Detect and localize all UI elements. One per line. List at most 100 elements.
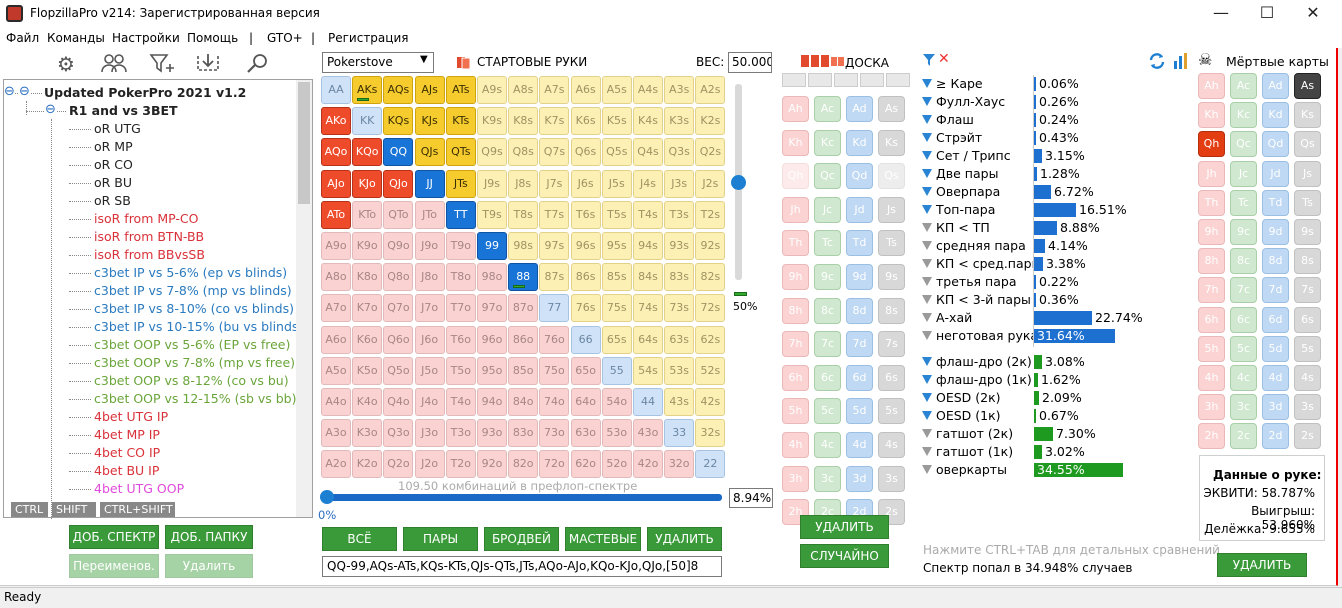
- tab-shift[interactable]: SHIFT: [52, 502, 96, 517]
- hand-cell[interactable]: A2s: [695, 76, 726, 104]
- card-2s[interactable]: 2s: [1294, 423, 1321, 450]
- broadway-button[interactable]: БРОДВЕЙ: [484, 527, 559, 551]
- card-9d[interactable]: 9d: [1262, 219, 1289, 245]
- hand-cell[interactable]: 95s: [601, 232, 632, 260]
- hand-cell[interactable]: Q7o: [383, 294, 414, 323]
- filter-icon[interactable]: [922, 411, 932, 420]
- filter-icon[interactable]: [922, 79, 932, 88]
- hand-cell[interactable]: J4o: [414, 388, 445, 416]
- collapse-icon[interactable]: ⊖: [4, 84, 15, 99]
- tree-item[interactable]: oR SB: [94, 193, 131, 208]
- card-4h[interactable]: 4h: [1198, 365, 1225, 391]
- hand-cell[interactable]: 22: [695, 450, 726, 479]
- hand-cell[interactable]: 86s: [570, 263, 601, 292]
- hand-cell[interactable]: AKs: [352, 76, 383, 104]
- range-percent-slider[interactable]: [322, 494, 722, 501]
- hand-cell[interactable]: 93s: [664, 232, 695, 260]
- card-3s[interactable]: 3s: [878, 465, 905, 492]
- hand-cell[interactable]: K4s: [633, 107, 663, 136]
- stat-label[interactable]: Оверпара: [936, 184, 1001, 199]
- card-Jd[interactable]: Jd: [846, 196, 873, 223]
- hand-cell[interactable]: K3s: [664, 107, 695, 136]
- board-random-button[interactable]: СЛУЧАЙНО: [800, 544, 889, 568]
- card-9h[interactable]: 9h: [782, 264, 809, 290]
- filter-icon[interactable]: [922, 429, 932, 438]
- hand-cell[interactable]: A9o: [321, 232, 351, 260]
- hand-cell[interactable]: Q9s: [477, 138, 507, 167]
- hand-cell[interactable]: 33: [664, 419, 695, 448]
- hand-cell[interactable]: Q4o: [383, 388, 414, 416]
- card-8d[interactable]: 8d: [846, 297, 873, 324]
- hand-cell[interactable]: KQs: [383, 107, 414, 136]
- hand-cell[interactable]: 72o: [539, 450, 570, 479]
- hand-cell[interactable]: Q9o: [383, 232, 414, 260]
- card-Ac[interactable]: Ac: [814, 96, 841, 122]
- hand-cell[interactable]: K5s: [601, 107, 632, 136]
- pairs-button[interactable]: ПАРЫ: [403, 527, 478, 551]
- tree-item[interactable]: oR BU: [94, 175, 133, 190]
- card-Jd[interactable]: Jd: [1262, 160, 1289, 187]
- hand-cell[interactable]: 32o: [664, 450, 695, 479]
- hand-cell[interactable]: 32s: [695, 419, 726, 448]
- hand-cell[interactable]: QTo: [383, 200, 414, 229]
- card-8s[interactable]: 8s: [1294, 248, 1321, 275]
- hand-cell[interactable]: Q6s: [570, 138, 601, 167]
- hand-cell[interactable]: 76s: [570, 294, 601, 323]
- stat-label[interactable]: средняя пара: [936, 238, 1026, 253]
- hand-cell[interactable]: A4s: [633, 76, 663, 104]
- hand-cell[interactable]: T6o: [445, 325, 476, 354]
- hand-cell[interactable]: 53o: [601, 419, 632, 448]
- card-Ts[interactable]: Ts: [1294, 189, 1321, 216]
- hand-cell[interactable]: 65s: [601, 325, 632, 354]
- stat-label[interactable]: Топ-пара: [936, 202, 996, 217]
- range-preset-select[interactable]: Pokerstove: [322, 52, 434, 73]
- stat-label[interactable]: гатшот (2к): [936, 426, 1014, 441]
- hand-cell[interactable]: 94o: [477, 388, 507, 416]
- stat-label[interactable]: КП < ТП: [936, 220, 990, 235]
- filter-icon[interactable]: [922, 313, 932, 322]
- card-3c[interactable]: 3c: [1230, 394, 1257, 421]
- weight-input[interactable]: 50.000: [728, 52, 772, 73]
- hand-cell[interactable]: Q8o: [383, 263, 414, 292]
- hand-cell[interactable]: Q4s: [633, 138, 663, 167]
- tree-folder[interactable]: R1 and vs 3BET: [69, 103, 178, 118]
- gear-icon[interactable]: ⚙: [57, 52, 75, 76]
- hand-cell[interactable]: 95o: [477, 356, 507, 385]
- hand-cell[interactable]: A6o: [321, 325, 351, 354]
- hand-cell[interactable]: T5o: [445, 356, 476, 385]
- card-4s[interactable]: 4s: [1294, 365, 1321, 391]
- hand-cell[interactable]: J9o: [414, 232, 445, 260]
- hand-cell[interactable]: QJo: [383, 169, 414, 198]
- hand-cell[interactable]: T7s: [539, 200, 570, 229]
- card-3s[interactable]: 3s: [1294, 394, 1321, 421]
- card-7d[interactable]: 7d: [1262, 277, 1289, 304]
- range-tree[interactable]: [3, 79, 313, 518]
- filter-icon[interactable]: [922, 169, 932, 178]
- card-As[interactable]: As: [1294, 73, 1321, 99]
- card-4h[interactable]: 4h: [782, 432, 809, 458]
- card-Ac[interactable]: Ac: [1230, 73, 1257, 99]
- hand-cell[interactable]: JTo: [414, 200, 445, 229]
- hand-cell[interactable]: 54s: [633, 356, 663, 385]
- card-2h[interactable]: 2h: [1198, 423, 1225, 450]
- tree-item[interactable]: 4bet BU IP: [94, 463, 160, 478]
- hand-cell[interactable]: 96o: [477, 325, 507, 354]
- card-7c[interactable]: 7c: [1230, 277, 1257, 304]
- hand-cell[interactable]: A3o: [321, 419, 351, 448]
- card-4s[interactable]: 4s: [878, 432, 905, 458]
- tree-item[interactable]: c3bet IP vs 10-15% (bu vs blinds): [94, 319, 304, 334]
- tree-item[interactable]: c3bet IP vs 8-10% (co vs blinds): [94, 301, 295, 316]
- card-As[interactable]: As: [878, 96, 905, 122]
- hand-cell[interactable]: K9o: [352, 232, 383, 260]
- hand-cell[interactable]: K9s: [477, 107, 507, 136]
- delete-range-button[interactable]: Удалить: [165, 554, 253, 578]
- hand-cell[interactable]: 43s: [664, 388, 695, 416]
- hand-cell[interactable]: A9s: [477, 76, 507, 104]
- hand-cell[interactable]: T9o: [445, 232, 476, 260]
- board-slot[interactable]: [782, 73, 806, 87]
- hand-cell[interactable]: 85s: [601, 263, 632, 292]
- hand-cell[interactable]: 86o: [508, 325, 539, 354]
- card-Kc[interactable]: Kc: [814, 129, 841, 156]
- filter-icon[interactable]: [922, 241, 932, 250]
- menu-gto[interactable]: GTO+: [267, 31, 303, 45]
